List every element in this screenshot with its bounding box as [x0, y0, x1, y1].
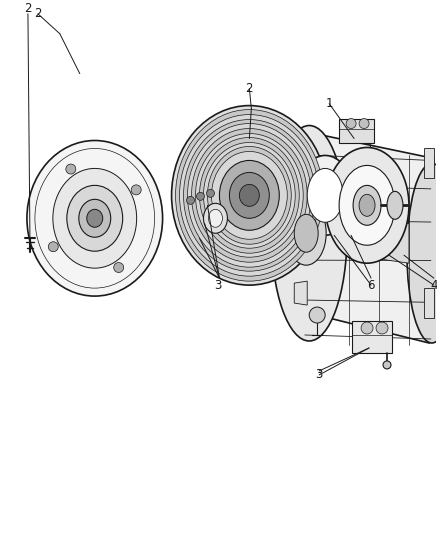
Ellipse shape [297, 156, 353, 235]
Ellipse shape [353, 185, 381, 225]
Polygon shape [294, 161, 307, 185]
Circle shape [187, 196, 194, 204]
Circle shape [361, 322, 373, 334]
Ellipse shape [204, 142, 295, 248]
Circle shape [359, 118, 369, 128]
Circle shape [206, 189, 215, 197]
Text: 3: 3 [214, 279, 221, 292]
Ellipse shape [339, 165, 395, 245]
Ellipse shape [187, 124, 311, 267]
Text: 6: 6 [368, 279, 375, 292]
Circle shape [66, 164, 76, 174]
Ellipse shape [239, 184, 259, 206]
Circle shape [383, 361, 391, 369]
Circle shape [114, 263, 124, 272]
Text: 1: 1 [326, 97, 333, 110]
Ellipse shape [286, 201, 326, 265]
Ellipse shape [199, 138, 299, 253]
Text: 3: 3 [316, 368, 323, 382]
Ellipse shape [307, 168, 343, 222]
Ellipse shape [208, 147, 291, 244]
Text: 2: 2 [34, 7, 42, 20]
Ellipse shape [359, 195, 375, 216]
Ellipse shape [325, 148, 409, 263]
Ellipse shape [212, 151, 287, 239]
Ellipse shape [204, 203, 227, 233]
Ellipse shape [407, 164, 437, 343]
Ellipse shape [271, 126, 347, 341]
Polygon shape [424, 149, 434, 179]
Circle shape [131, 185, 141, 195]
Circle shape [346, 118, 356, 128]
Ellipse shape [67, 185, 123, 251]
Ellipse shape [195, 133, 303, 257]
Ellipse shape [79, 199, 111, 237]
Text: 2: 2 [24, 2, 31, 15]
Ellipse shape [53, 168, 137, 268]
Ellipse shape [208, 209, 222, 227]
Circle shape [49, 242, 58, 252]
Ellipse shape [387, 191, 403, 219]
Ellipse shape [191, 128, 307, 262]
Ellipse shape [176, 110, 323, 281]
Ellipse shape [172, 106, 327, 285]
Polygon shape [352, 321, 392, 353]
Ellipse shape [27, 141, 163, 296]
Text: 4: 4 [430, 279, 437, 292]
Polygon shape [374, 223, 409, 263]
Polygon shape [424, 288, 434, 318]
Polygon shape [339, 118, 374, 143]
Polygon shape [294, 281, 307, 305]
Ellipse shape [229, 172, 269, 219]
Circle shape [309, 307, 325, 323]
Ellipse shape [180, 115, 319, 276]
Ellipse shape [184, 119, 315, 271]
Circle shape [376, 322, 388, 334]
Ellipse shape [87, 209, 103, 227]
Ellipse shape [294, 214, 318, 252]
Ellipse shape [219, 160, 279, 230]
Circle shape [197, 192, 205, 200]
Polygon shape [309, 133, 434, 343]
Text: 2: 2 [246, 82, 253, 95]
